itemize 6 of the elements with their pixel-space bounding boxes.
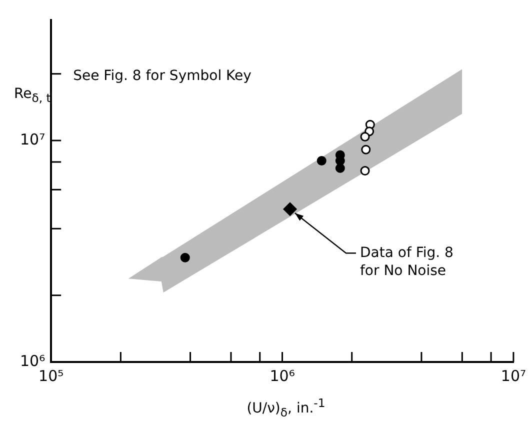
annotation: See Fig. 8 for Symbol Key: [73, 68, 252, 84]
x-tick-label: 10⁵: [38, 366, 64, 385]
x-tick-label: 10⁷: [500, 366, 526, 385]
annotation: Data of Fig. 8 for No Noise: [360, 245, 454, 280]
x-axis-title: (U/ν)$_{δ}$, in.$^{-1}$: [246, 396, 326, 420]
x-tick-label: 10⁶: [270, 366, 295, 385]
